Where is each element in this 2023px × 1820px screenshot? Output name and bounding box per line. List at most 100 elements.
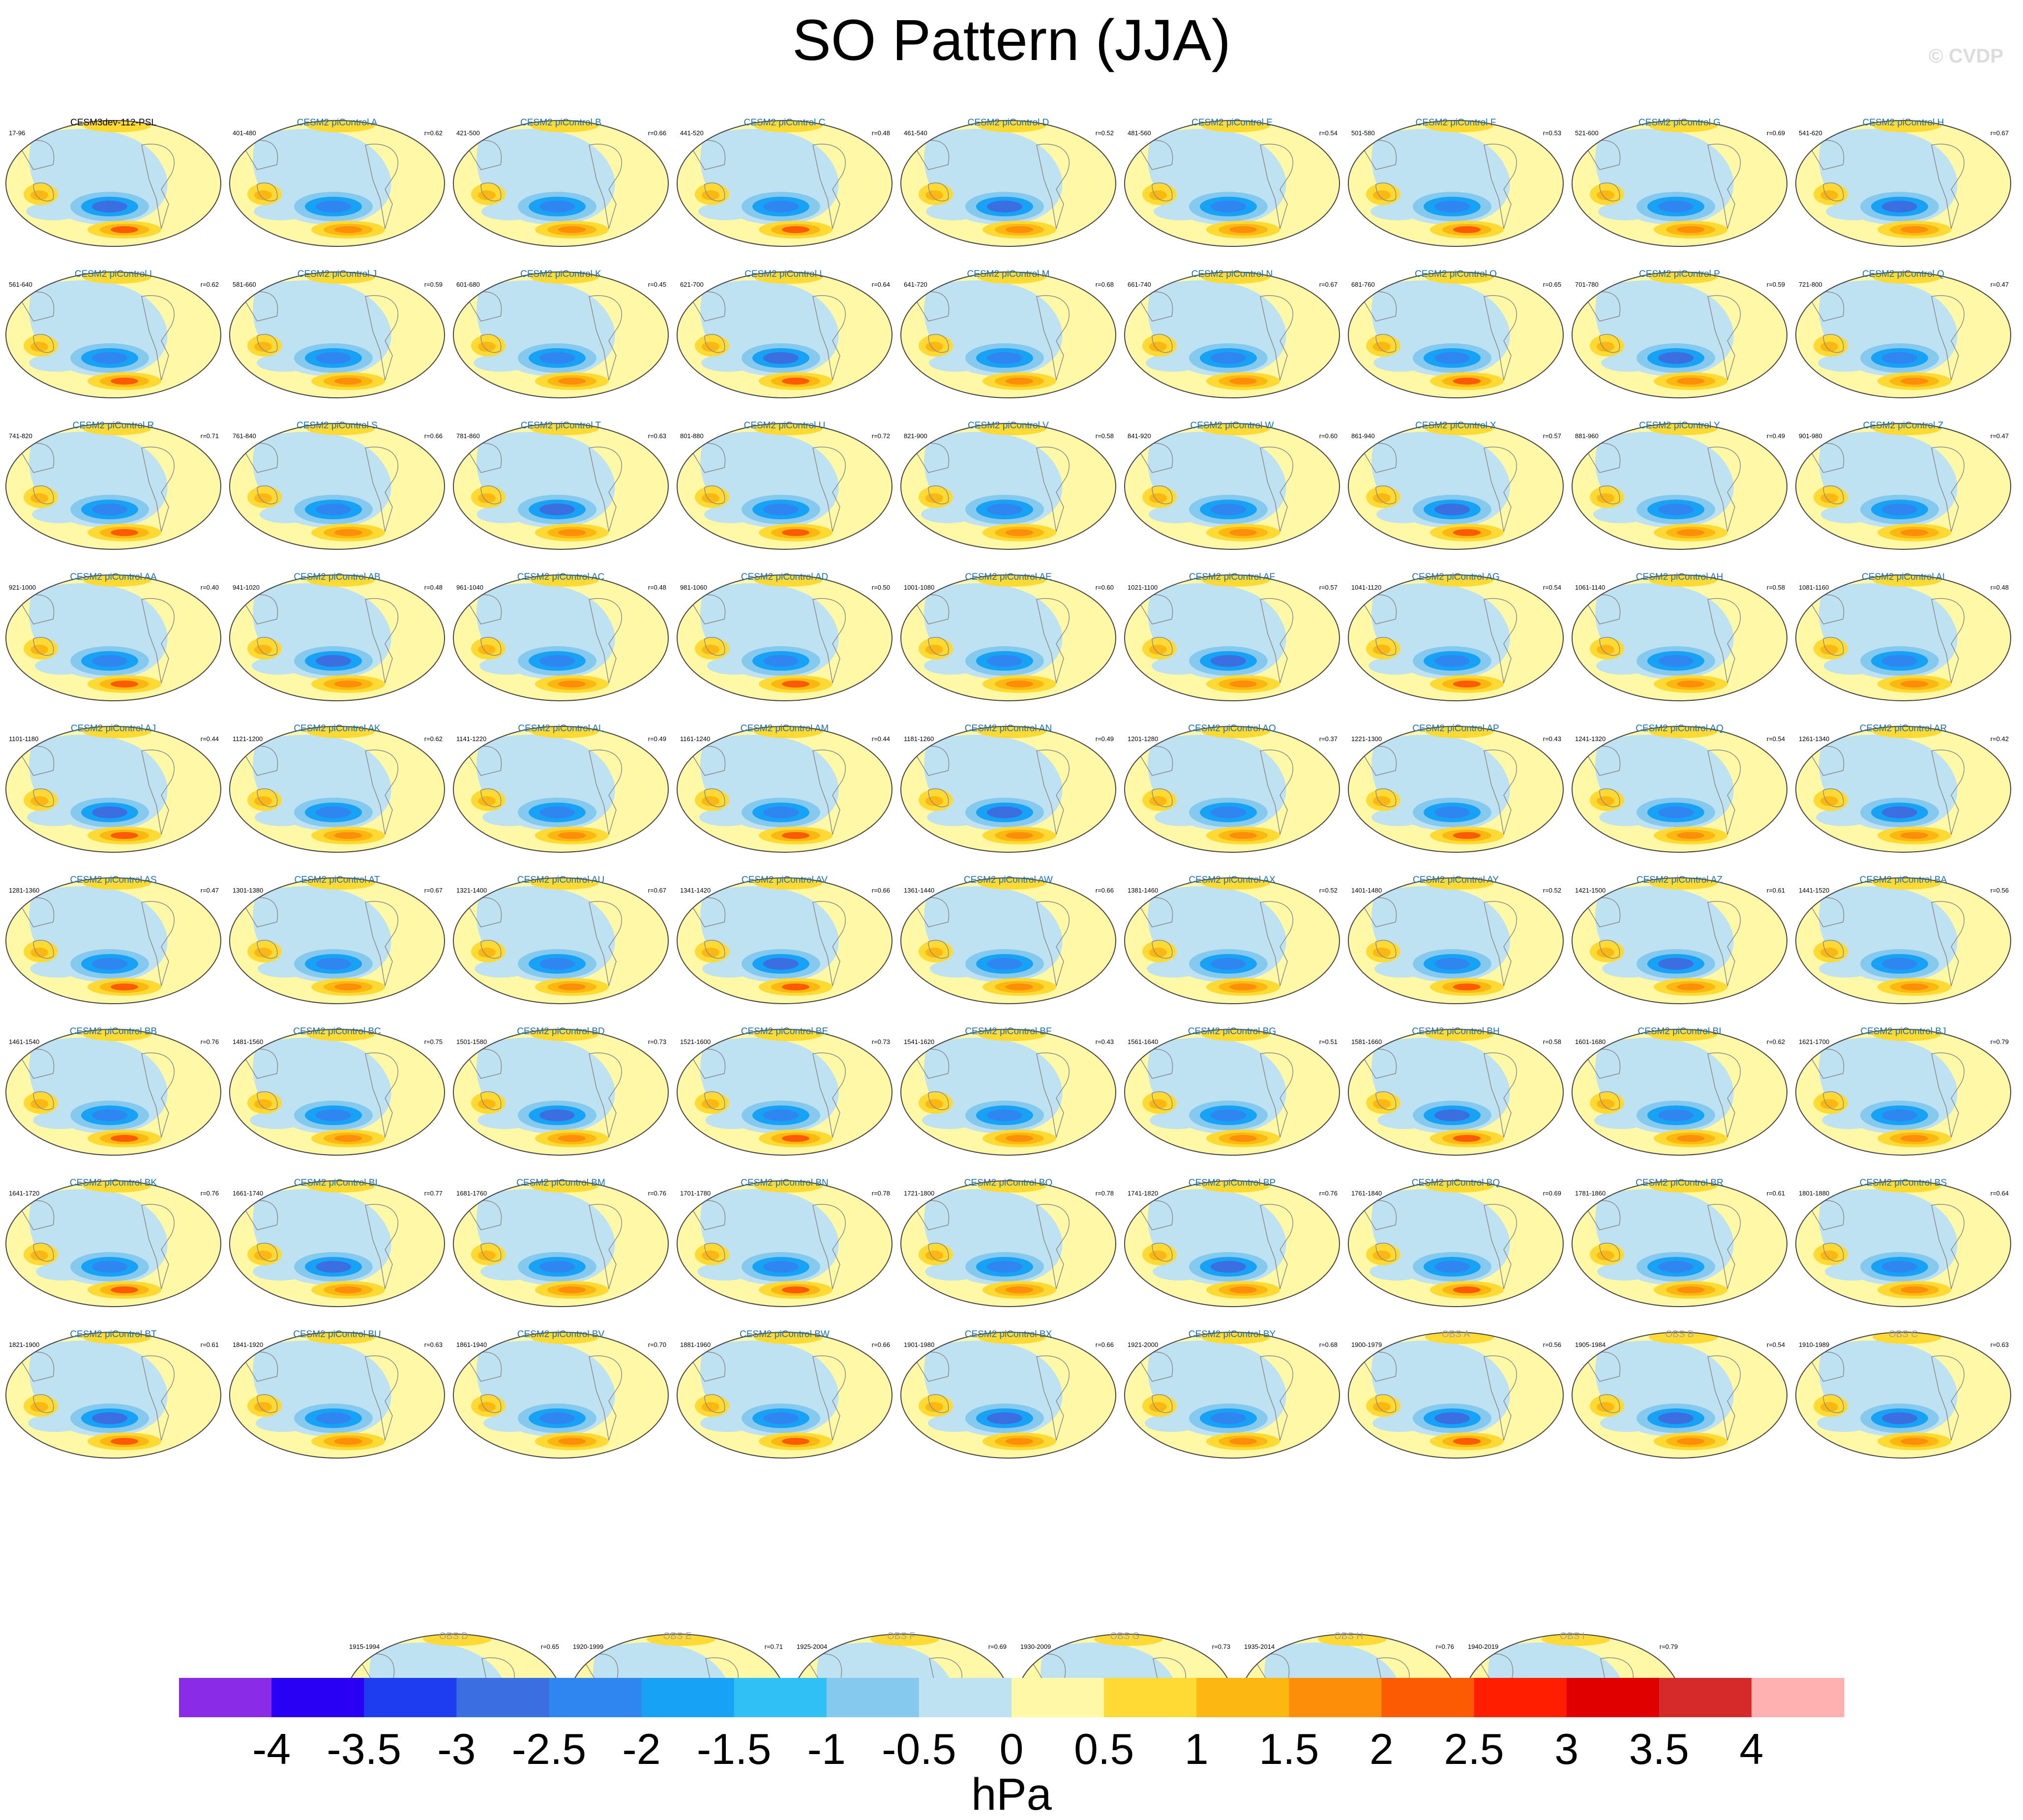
panel-correlation: r=0.66: [648, 129, 666, 137]
map-panel: CESM2 piControl C 441-520 r=0.48: [677, 118, 892, 247]
panel-title: CESM2 piControl AI: [1862, 572, 1945, 582]
so-high-core: [1677, 529, 1704, 536]
map-field: [1348, 120, 1563, 246]
so-low-core: [539, 201, 575, 212]
australia-outline: [1375, 485, 1397, 505]
so-low-core: [987, 352, 1022, 364]
americas-outline: [1931, 447, 1964, 532]
map-panel: CESM2 piControl AE 1001-1080 r=0.60: [900, 572, 1116, 701]
colorbar-tick-label: 4: [1739, 1725, 1763, 1773]
panel-title: CESM2 piControl H: [1863, 118, 1944, 128]
so-high-core: [1229, 226, 1257, 233]
so-high-core: [1677, 226, 1704, 233]
americas-outline: [1484, 447, 1517, 532]
panel-correlation: r=0.40: [201, 584, 219, 591]
map-field: [453, 575, 668, 701]
panel-period: 441-520: [680, 129, 704, 137]
indian-low: [474, 354, 528, 372]
so-high-core: [1006, 681, 1033, 687]
panel-correlation: r=0.54: [1543, 584, 1561, 591]
americas-outline: [589, 447, 622, 532]
panel-correlation: r=0.64: [872, 281, 890, 288]
so-high-core: [1677, 378, 1704, 385]
so-high-core: [782, 378, 809, 385]
americas-outline: [365, 598, 398, 684]
indian-low: [252, 657, 306, 675]
americas-outline: [1484, 144, 1517, 229]
americas-outline: [365, 749, 398, 835]
map-border: [453, 120, 669, 247]
map-panel: CESM2 piControl AL 1141-1220 r=0.49: [453, 723, 669, 853]
australia-outline: [257, 788, 278, 807]
so-low-core: [1658, 352, 1694, 364]
americas-outline: [1260, 144, 1293, 229]
map-panel: CESM2 piControl AJ 1101-1180 r=0.44: [5, 723, 221, 853]
panel-period: 421-500: [456, 129, 480, 137]
map-field: [230, 423, 445, 549]
so-high-core: [558, 226, 586, 233]
australia-outline: [1823, 182, 1844, 202]
panel-title: CESM2 piControl U: [744, 420, 826, 431]
so-high-core: [1229, 378, 1257, 385]
panel-correlation: r=0.62: [424, 129, 443, 137]
panel-correlation: r=0.60: [1319, 432, 1338, 440]
panel-period: 781-860: [456, 432, 480, 440]
panel-title: CESM2 piControl AH: [1636, 572, 1723, 582]
map-panel: CESM2 piControl J 581-660 r=0.59: [229, 269, 445, 398]
map-border: [453, 423, 669, 550]
so-high-core: [558, 378, 586, 385]
map-border: [229, 271, 445, 398]
americas-outline: [812, 447, 846, 532]
panel-period: 981-1060: [680, 584, 707, 591]
map-border: [5, 423, 221, 550]
panel-title: CESM2 piControl V: [968, 420, 1049, 431]
map-border: [453, 574, 669, 701]
panel-title: CESM2 piControl L: [744, 269, 825, 279]
colorbar-tick-label: -3.5: [327, 1725, 401, 1773]
map-border: [900, 574, 1116, 701]
australia-outline: [1152, 485, 1173, 505]
credit-watermark: © CVDP: [1929, 45, 2003, 67]
colorbar-swatch: [364, 1678, 457, 1717]
americas-outline: [1484, 598, 1517, 684]
map-panel: CESM2 piControl U 801-880 r=0.72: [677, 420, 892, 550]
so-low-core: [539, 806, 575, 818]
map-field: [230, 726, 445, 852]
panel-title: CESM2 piControl M: [967, 269, 1050, 279]
map-border: [1124, 120, 1340, 247]
americas-outline: [1707, 144, 1741, 229]
map-panel: CESM2 piControl AF 1021-1100 r=0.57: [1124, 572, 1340, 701]
australia-outline: [1599, 485, 1620, 505]
panel-correlation: r=0.49: [648, 735, 666, 743]
panel-title: CESM2 piControl R: [73, 420, 154, 431]
panel-period: 581-660: [233, 281, 256, 288]
panel-title: CESM2 piControl N: [1191, 269, 1273, 279]
colorbar-units-label: hPa: [971, 1769, 1052, 1820]
so-low-core: [1434, 504, 1470, 515]
map-border: [5, 574, 221, 701]
panel-title: CESM2 piControl G: [1638, 118, 1721, 128]
colorbar-swatch: [1566, 1678, 1660, 1717]
australia-outline: [1152, 182, 1173, 202]
map-border: [1795, 574, 2011, 701]
americas-outline: [141, 749, 175, 835]
so-low-core: [1434, 655, 1470, 667]
map-field: [453, 423, 668, 549]
map-border: [453, 271, 669, 398]
map-border: [453, 726, 669, 853]
so-low-core: [763, 352, 799, 364]
map-field: [677, 575, 892, 701]
australia-outline: [1823, 334, 1844, 353]
map-border: [677, 574, 892, 701]
map-field: [677, 272, 892, 398]
panel-period: 1141-1220: [456, 735, 486, 743]
americas-outline: [589, 598, 622, 684]
so-low-core: [316, 201, 351, 212]
indian-low: [1146, 354, 1200, 372]
so-low-core: [987, 655, 1022, 667]
panel-period: 1121-1200: [233, 735, 263, 743]
panel-period: 521-600: [1575, 129, 1599, 137]
so-high-core: [1453, 529, 1481, 536]
so-high-core: [111, 529, 138, 536]
map-border: [1572, 271, 1787, 398]
